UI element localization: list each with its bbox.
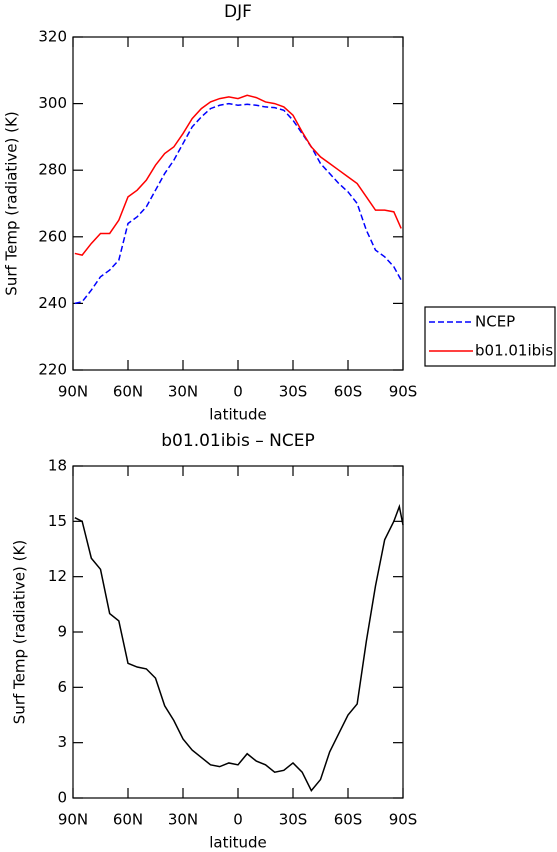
y-tick-label: 240	[38, 294, 67, 312]
x-tick-label: 90S	[389, 811, 418, 829]
y-axis-label: Surf Temp (radiative) (K)	[11, 540, 29, 724]
legend-label: b01.01ibis	[475, 342, 553, 360]
x-tick-label: 90N	[58, 811, 88, 829]
y-tick-label: 12	[48, 567, 67, 585]
x-tick-label: 60S	[334, 811, 363, 829]
y-tick-label: 9	[57, 623, 67, 641]
y-tick-label: 18	[48, 457, 67, 475]
y-tick-label: 15	[48, 512, 67, 530]
x-tick-label: 0	[233, 383, 243, 401]
y-tick-label: 280	[38, 161, 67, 179]
line-series	[74, 94, 402, 256]
x-tick-label: 60N	[113, 811, 143, 829]
x-tick-label: 60N	[113, 383, 143, 401]
x-tick-label: 30S	[279, 383, 308, 401]
x-tick-label: 90N	[58, 383, 88, 401]
legend-label: NCEP	[475, 313, 515, 331]
x-axis-label: latitude	[209, 406, 267, 424]
chart-title: DJF	[224, 2, 252, 22]
y-tick-label: 6	[57, 678, 67, 696]
x-tick-label: 30N	[168, 811, 198, 829]
x-tick-label: 30S	[279, 811, 308, 829]
chart-title: b01.01ibis – NCEP	[161, 431, 314, 451]
x-tick-label: 60S	[334, 383, 363, 401]
y-tick-label: 220	[38, 361, 67, 379]
line-series	[74, 503, 404, 792]
x-tick-label: 30N	[168, 383, 198, 401]
y-tick-label: 320	[38, 28, 67, 46]
y-axis-label: Surf Temp (radiative) (K)	[3, 111, 21, 295]
y-tick-label: 260	[38, 227, 67, 245]
y-tick-label: 300	[38, 94, 67, 112]
plot-frame	[72, 465, 404, 799]
legend-box	[424, 306, 556, 367]
x-axis-label: latitude	[209, 834, 267, 852]
y-tick-label: 3	[57, 733, 67, 751]
x-tick-label: 90S	[389, 383, 418, 401]
y-tick-label: 0	[57, 789, 67, 807]
x-tick-label: 0	[233, 811, 243, 829]
plot-frame	[72, 36, 404, 371]
line-series	[74, 102, 402, 305]
